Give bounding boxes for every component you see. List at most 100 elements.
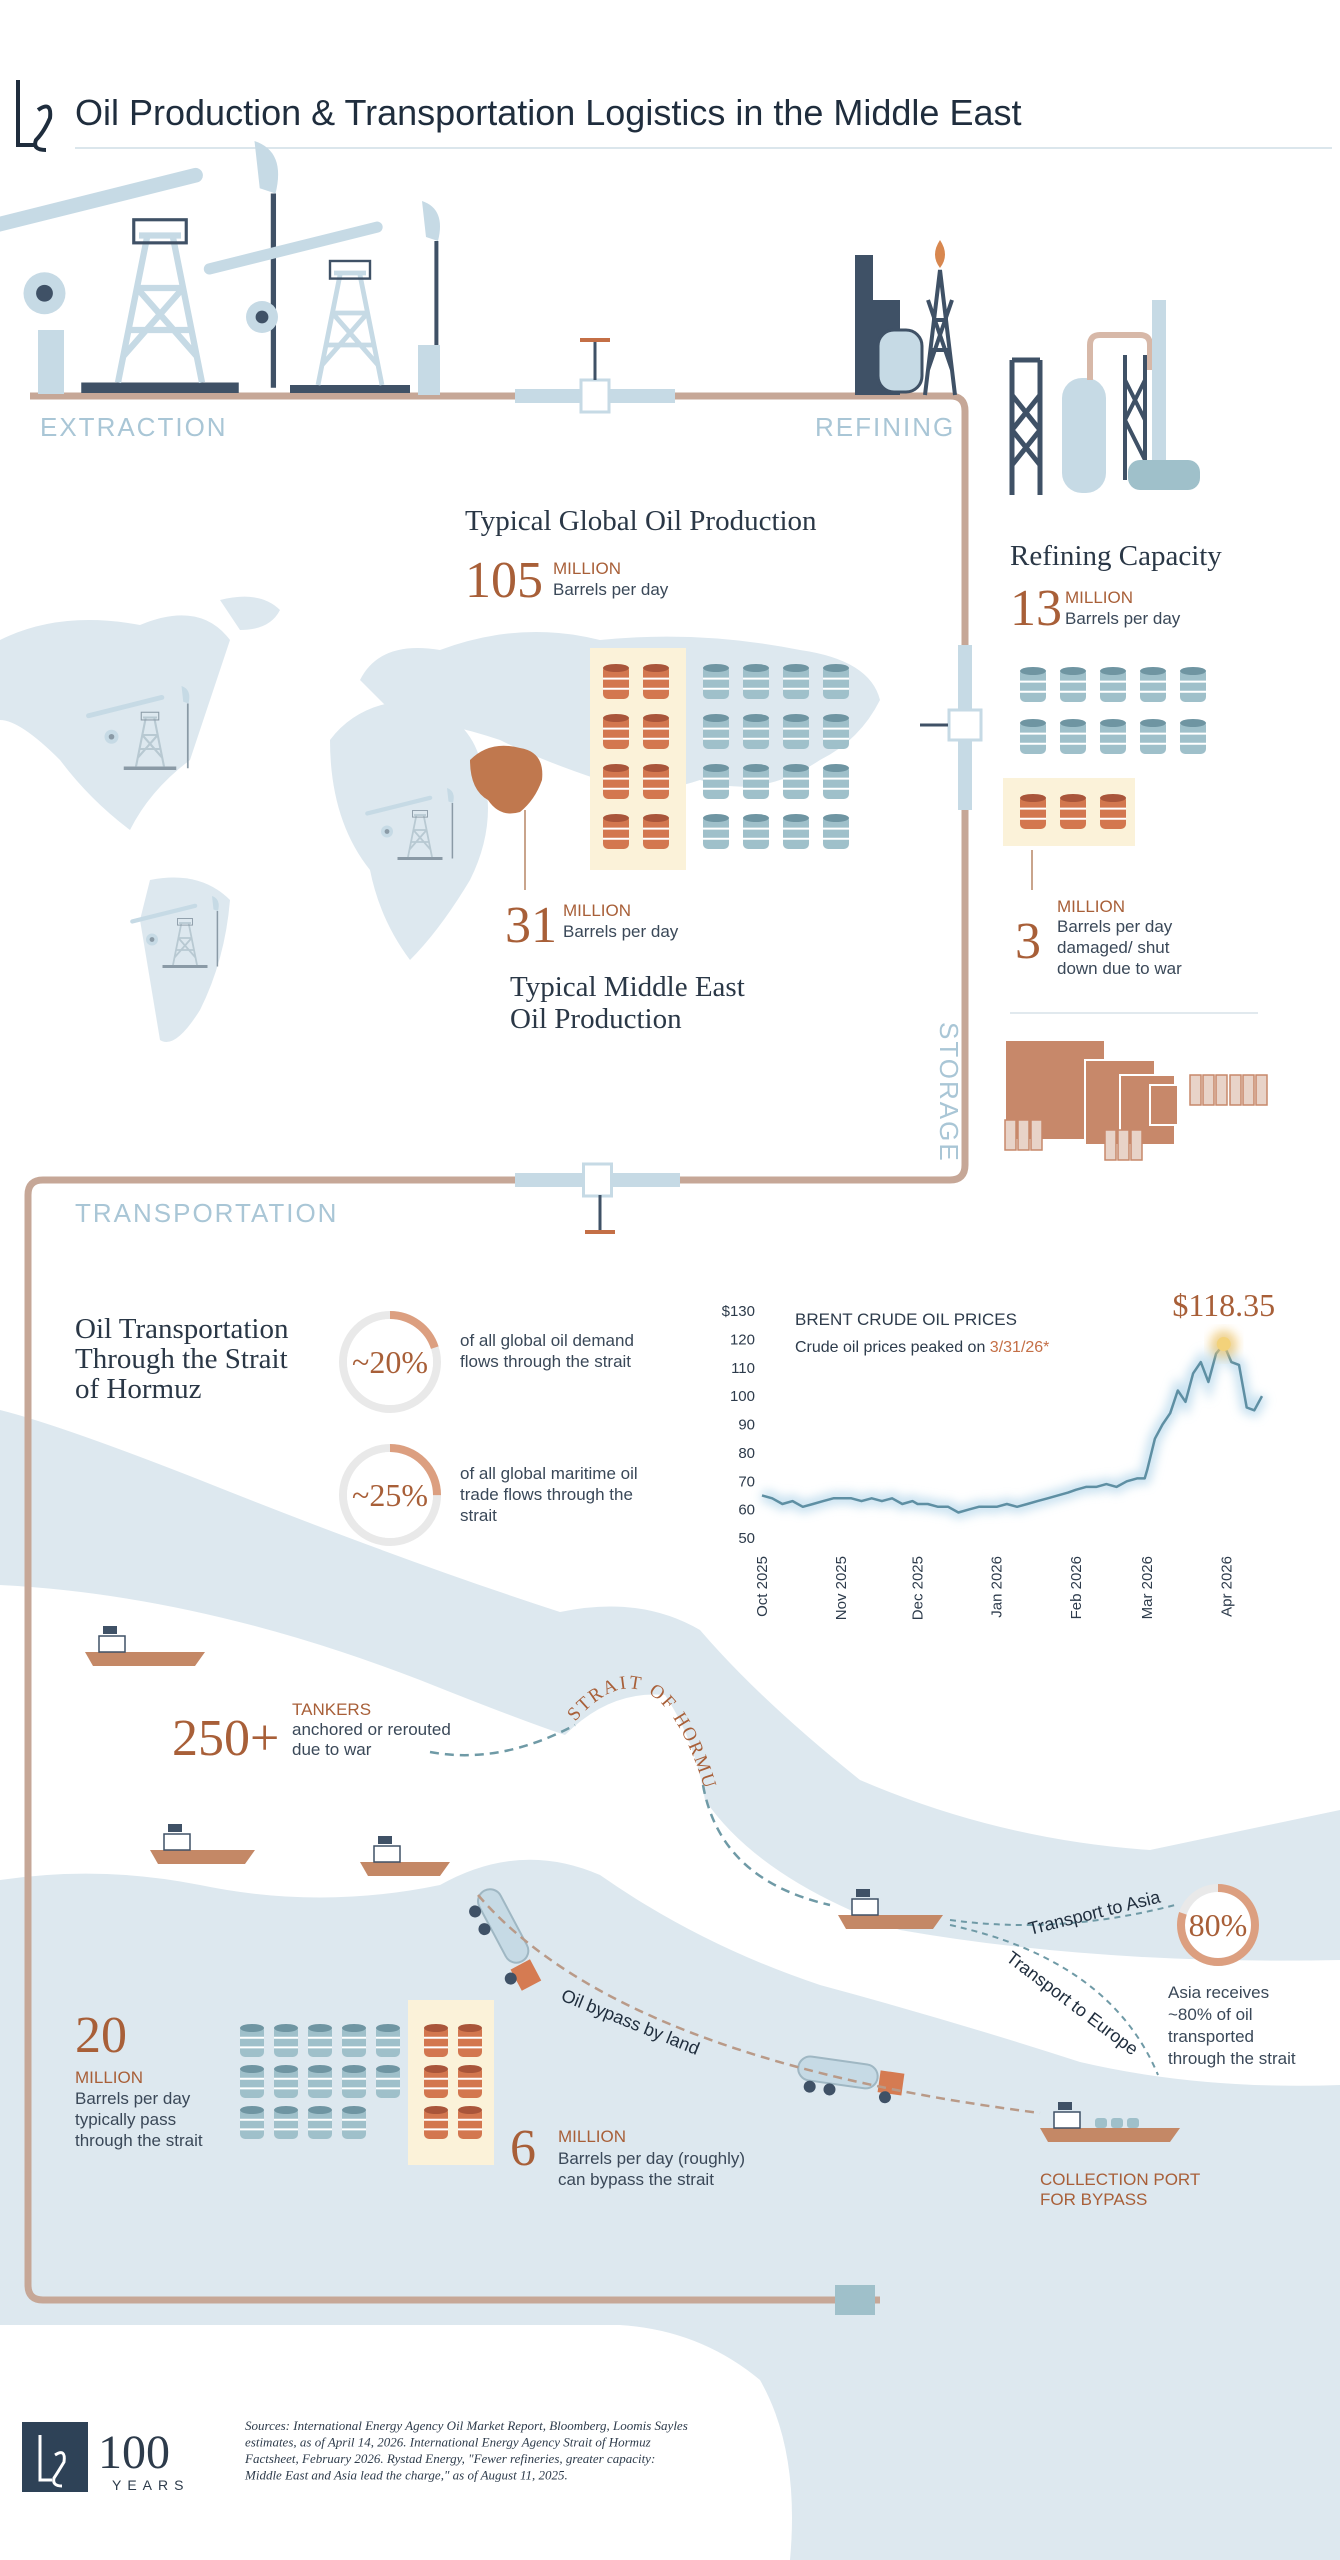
pumpjack-head (254, 141, 279, 194)
barrel (376, 2066, 400, 2098)
barrel (1020, 795, 1046, 829)
pumpjack-hub (384, 829, 390, 834)
barrel (342, 2025, 366, 2057)
barrel-top (603, 814, 629, 822)
storage-tank (1215, 1074, 1228, 1106)
barrel-top (342, 2024, 366, 2032)
barrel-top (376, 2065, 400, 2073)
stat-desc: Barrels per day (roughly) (558, 2149, 745, 2168)
barrel-top (603, 764, 629, 772)
barrel-top (783, 764, 809, 772)
refinery-column (1152, 300, 1166, 470)
truck-cab (510, 1959, 542, 1991)
barrel-top (743, 714, 769, 722)
barrel (1100, 668, 1126, 702)
barrel (240, 2025, 264, 2057)
barrel-top (743, 664, 769, 672)
barrel-top (1060, 794, 1086, 802)
port-label: FOR BYPASS (1040, 2190, 1147, 2209)
stat-unit: MILLION (563, 901, 631, 920)
stat-value: 105 (465, 552, 543, 609)
ship-cabin (851, 1898, 879, 1916)
refinery-tank (1062, 378, 1106, 493)
barrel-top (1100, 794, 1126, 802)
pumpjack-hub (149, 937, 155, 942)
ship-stack (168, 1824, 182, 1832)
barrel-top (376, 2024, 400, 2032)
barrel-top (703, 664, 729, 672)
barrel (424, 2066, 448, 2098)
pumpjack-tower (134, 716, 166, 767)
barrel-top (1020, 667, 1046, 675)
barrel-top (643, 664, 669, 672)
pumpjack-hub (36, 284, 53, 302)
ship-hull (150, 1850, 255, 1864)
barrel (1060, 720, 1086, 754)
pumpjack-beam (130, 903, 198, 924)
anniversary-years: YEARS (112, 2477, 189, 2493)
barrel-top (308, 2106, 332, 2114)
peak-label: $118.35 (1172, 1287, 1275, 1323)
ring-inner (1185, 1892, 1251, 1958)
pumpjack-box (412, 810, 428, 818)
barrel-top (1020, 794, 1046, 802)
barrel (274, 2025, 298, 2057)
x-tick-label: Mar 2026 (1139, 1556, 1156, 1619)
barrel-top (1060, 719, 1086, 727)
barrel-top (342, 2065, 366, 2073)
ship-stack (378, 1836, 392, 1844)
ship-cabin (373, 1845, 401, 1863)
ship-hull (1040, 2128, 1180, 2142)
storage-tank (1202, 1074, 1215, 1106)
sources: Factsheet, February 2026. Rystad Energy,… (244, 2451, 655, 2466)
stat-unit: MILLION (75, 2068, 143, 2087)
section-title: of Hormuz (75, 1373, 202, 1405)
stat-desc: Barrels per day (553, 580, 669, 599)
line-glow (760, 1332, 1268, 1519)
pumpjack (203, 201, 440, 393)
y-tick-label: 80 (738, 1445, 755, 1462)
stat-desc: through the strait (75, 2131, 203, 2150)
shipping-route (701, 1784, 831, 1907)
sources: Middle East and Asia lead the charge," a… (244, 2468, 568, 2483)
storage-building (1149, 1084, 1179, 1126)
stat-desc: damaged/ shut (1057, 938, 1170, 957)
chart-subtitle: Crude oil prices peaked on 3/31/26* (795, 1339, 1049, 1356)
stat-desc: Barrels per day (563, 922, 679, 941)
barrel-top (1180, 667, 1206, 675)
barrel-top (424, 2065, 448, 2073)
barrel-top (240, 2065, 264, 2073)
barrel-top (274, 2065, 298, 2073)
pumpjack-hub (108, 733, 115, 740)
pipe-valve (579, 378, 611, 414)
y-tick-label: 100 (730, 1388, 755, 1405)
y-tick-label: 60 (738, 1502, 755, 1519)
ship-hull (838, 1915, 943, 1929)
barrel-top (603, 714, 629, 722)
pumpjack-box (328, 259, 372, 280)
y-tick-label: 110 (731, 1360, 755, 1377)
barrel (703, 765, 729, 799)
barrel (823, 715, 849, 749)
barrel (603, 765, 629, 799)
stat-desc: down due to war (1057, 959, 1182, 978)
barrel (308, 2107, 332, 2139)
stat-desc: of all global oil demand (460, 1331, 634, 1350)
barrel (643, 715, 669, 749)
section-title: Refining Capacity (1010, 540, 1222, 572)
barrel-top (743, 764, 769, 772)
barrel (603, 715, 629, 749)
pumpjack-tower (172, 922, 198, 966)
barrel-top (458, 2024, 482, 2032)
barrel (1060, 668, 1086, 702)
ring-inner (347, 1452, 433, 1538)
stat-value: 6 (510, 2120, 536, 2177)
footer-logo-mark (38, 2435, 66, 2488)
pumpjack-head (447, 788, 454, 803)
peak-marker (1216, 1337, 1231, 1352)
pumpjack-beam (86, 694, 165, 719)
barrel (783, 715, 809, 749)
barrel (1180, 720, 1206, 754)
